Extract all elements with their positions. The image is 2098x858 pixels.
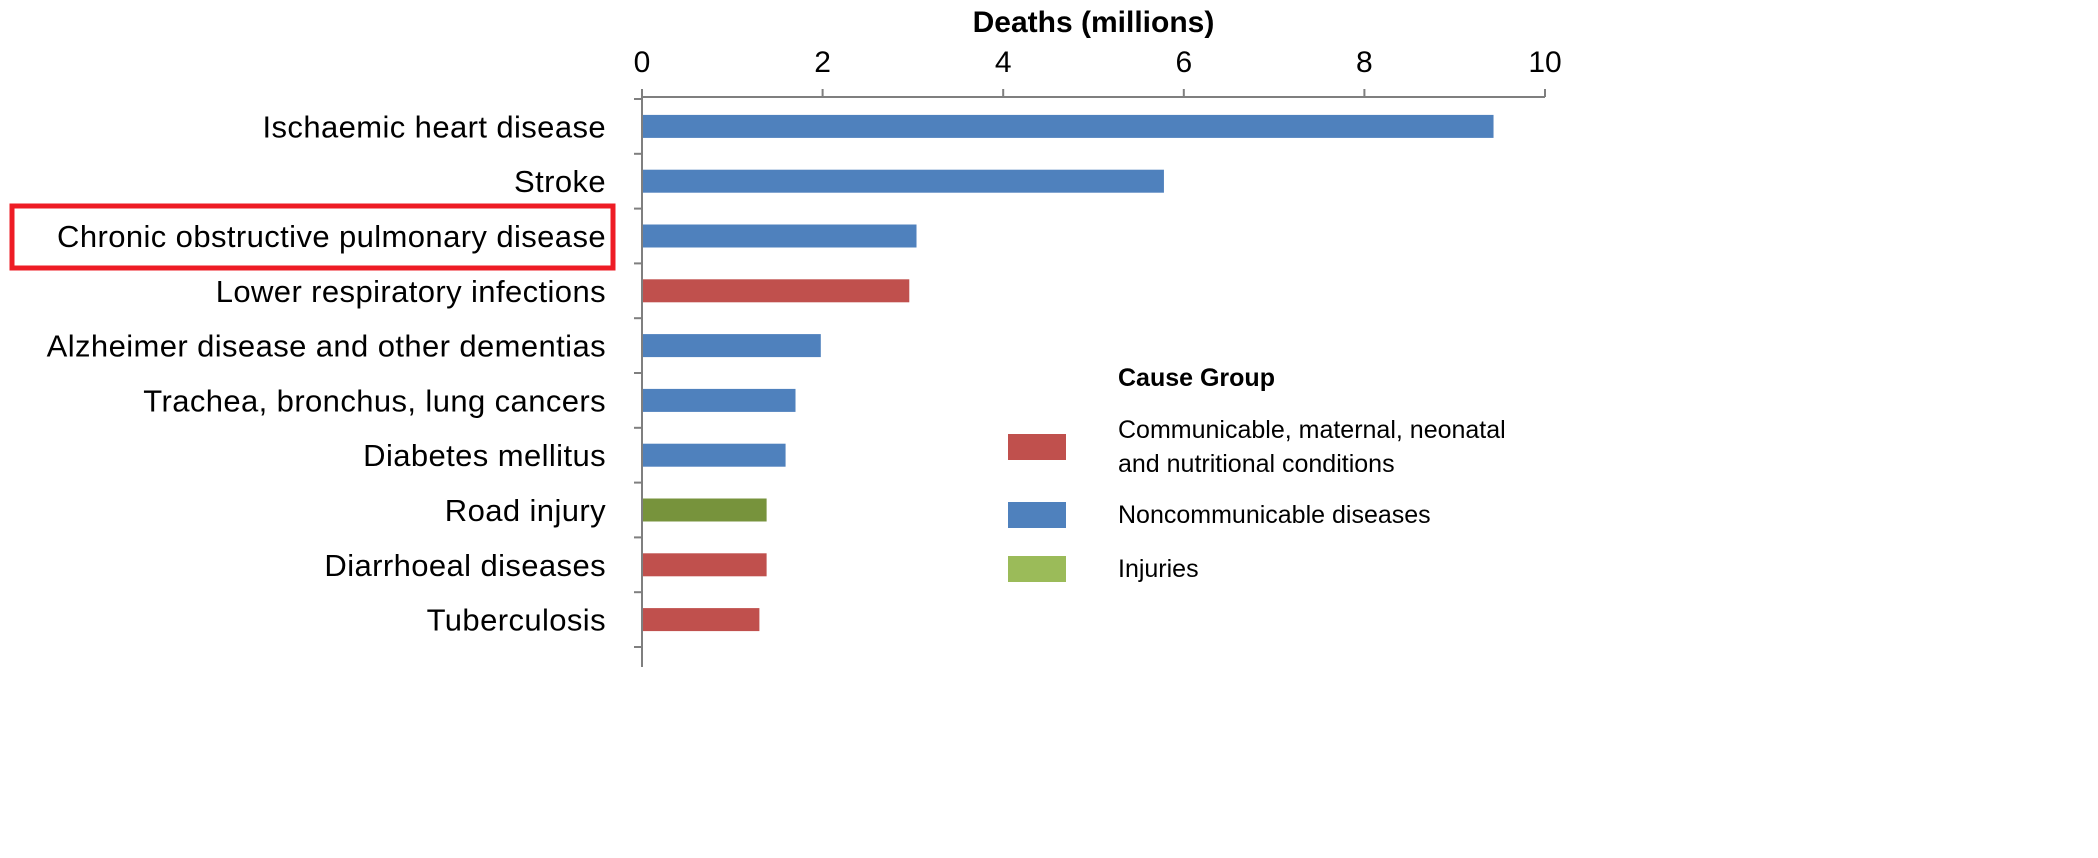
- category-label: Diabetes mellitus: [363, 438, 606, 473]
- bar: [643, 608, 760, 632]
- bar: [643, 224, 917, 248]
- x-axis-title: Deaths (millions): [973, 6, 1215, 39]
- legend-entries: Communicable, maternal, neonatal and nutr…: [1008, 416, 1506, 583]
- category-labels: Ischaemic heart disease Stroke Chronic obs…: [47, 109, 606, 637]
- category-label: Stroke: [514, 164, 606, 199]
- x-tick-label: 8: [1356, 46, 1373, 79]
- category-label: Diarrhoeal diseases: [324, 548, 606, 583]
- legend-swatch: [1008, 556, 1066, 582]
- category-label: Trachea, bronchus, lung cancers: [143, 383, 606, 418]
- legend: Cause Group Communicable, maternal, neon…: [1008, 364, 1506, 583]
- category-label: Road injury: [445, 493, 606, 528]
- x-tick-label: 4: [995, 46, 1012, 79]
- axes: 0 2 4 6 8 10: [634, 46, 1562, 667]
- legend-label: Communicable, maternal, neonatal: [1118, 416, 1506, 444]
- legend-label: Injuries: [1118, 555, 1199, 583]
- bars: [643, 114, 1494, 632]
- bar: [643, 388, 796, 412]
- legend-title: Cause Group: [1118, 364, 1275, 392]
- legend-swatch: [1008, 502, 1066, 528]
- x-tick-label: 0: [634, 46, 651, 79]
- legend-label: and nutritional conditions: [1118, 450, 1395, 478]
- highlight-box: [9, 203, 616, 271]
- bar: [643, 334, 821, 358]
- x-tick-label: 6: [1175, 46, 1192, 79]
- category-label: Lower respiratory infections: [216, 274, 606, 309]
- bar: [643, 443, 786, 467]
- bar: [643, 169, 1164, 193]
- bar: [643, 114, 1494, 138]
- x-tick-label: 2: [814, 46, 831, 79]
- bar: [643, 279, 910, 303]
- category-label: Tuberculosis: [427, 603, 606, 638]
- x-tick-label: 10: [1528, 46, 1561, 79]
- bar: [643, 553, 767, 577]
- category-label: Ischaemic heart disease: [263, 109, 606, 144]
- category-label: Alzheimer disease and other dementias: [47, 329, 606, 364]
- bar: [643, 498, 767, 522]
- category-label: Chronic obstructive pulmonary disease: [57, 219, 606, 254]
- legend-label: Noncommunicable diseases: [1118, 501, 1431, 529]
- legend-swatch: [1008, 434, 1066, 460]
